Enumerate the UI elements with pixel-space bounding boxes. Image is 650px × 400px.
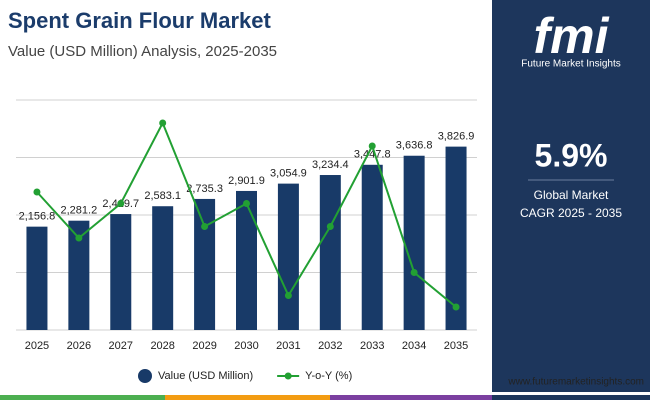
data-label: 3,447.8 bbox=[354, 149, 391, 161]
data-label: 3,636.8 bbox=[396, 140, 433, 152]
legend-label: Y-o-Y (%) bbox=[305, 370, 352, 382]
line-point bbox=[326, 223, 334, 230]
bar bbox=[236, 190, 257, 330]
x-tick-label: 2033 bbox=[360, 340, 384, 352]
x-tick-label: 2028 bbox=[150, 340, 174, 352]
data-label: 3,234.4 bbox=[312, 159, 349, 171]
line-point bbox=[452, 303, 460, 311]
bar bbox=[152, 206, 174, 330]
line-point bbox=[75, 234, 83, 242]
stripe bbox=[165, 395, 330, 400]
logo-subtitle: Future Market Insights bbox=[521, 59, 620, 70]
legend-swatch bbox=[138, 369, 152, 383]
x-tick-label: 2035 bbox=[444, 340, 468, 352]
bar bbox=[445, 146, 467, 330]
chart-subtitle: Value (USD Million) Analysis, 2025-2035 bbox=[8, 43, 277, 60]
logo: fmi bbox=[534, 8, 610, 64]
stripe bbox=[0, 395, 165, 400]
data-label: 2,156.8 bbox=[19, 211, 56, 223]
data-label: 2,735.3 bbox=[186, 183, 223, 195]
data-label: 3,826.9 bbox=[438, 131, 475, 143]
x-tick-label: 2025 bbox=[25, 340, 49, 352]
bar bbox=[110, 214, 132, 330]
data-label: 2,583.1 bbox=[144, 190, 181, 202]
cagr-value: 5.9% bbox=[535, 137, 608, 173]
line-point bbox=[284, 292, 292, 299]
x-tick-label: 2026 bbox=[67, 340, 91, 352]
line-point bbox=[243, 200, 250, 207]
line-point bbox=[159, 119, 167, 127]
bar bbox=[361, 164, 383, 330]
cagr-period: CAGR 2025 - 2035 bbox=[520, 206, 622, 220]
cagr-label: Global Market bbox=[534, 188, 609, 202]
bar bbox=[26, 226, 48, 330]
legend-label: Value (USD Million) bbox=[158, 370, 253, 382]
footer-url: www.futuremarketinsights.com bbox=[507, 377, 644, 388]
line-point bbox=[201, 223, 209, 230]
line-point bbox=[117, 200, 125, 207]
line-point bbox=[368, 142, 376, 150]
x-tick-label: 2032 bbox=[318, 340, 342, 352]
bar bbox=[277, 183, 299, 330]
x-tick-label: 2034 bbox=[402, 340, 426, 352]
x-tick-label: 2027 bbox=[109, 340, 133, 352]
x-tick-label: 2029 bbox=[192, 340, 216, 352]
bar bbox=[194, 198, 216, 330]
x-tick-label: 2030 bbox=[234, 340, 258, 352]
stripe bbox=[330, 395, 492, 400]
bar bbox=[319, 175, 341, 330]
data-label: 3,054.9 bbox=[270, 168, 307, 180]
bar bbox=[403, 155, 425, 330]
bar bbox=[68, 220, 90, 330]
side-panel bbox=[492, 0, 650, 392]
data-label: 2,281.2 bbox=[61, 205, 98, 217]
data-label: 2,901.9 bbox=[228, 175, 265, 187]
chart-title: Spent Grain Flour Market bbox=[8, 8, 271, 33]
stripe bbox=[492, 395, 650, 400]
line-point bbox=[33, 188, 41, 196]
legend-swatch bbox=[284, 372, 292, 380]
line-point bbox=[410, 269, 418, 276]
x-tick-label: 2031 bbox=[276, 340, 300, 352]
